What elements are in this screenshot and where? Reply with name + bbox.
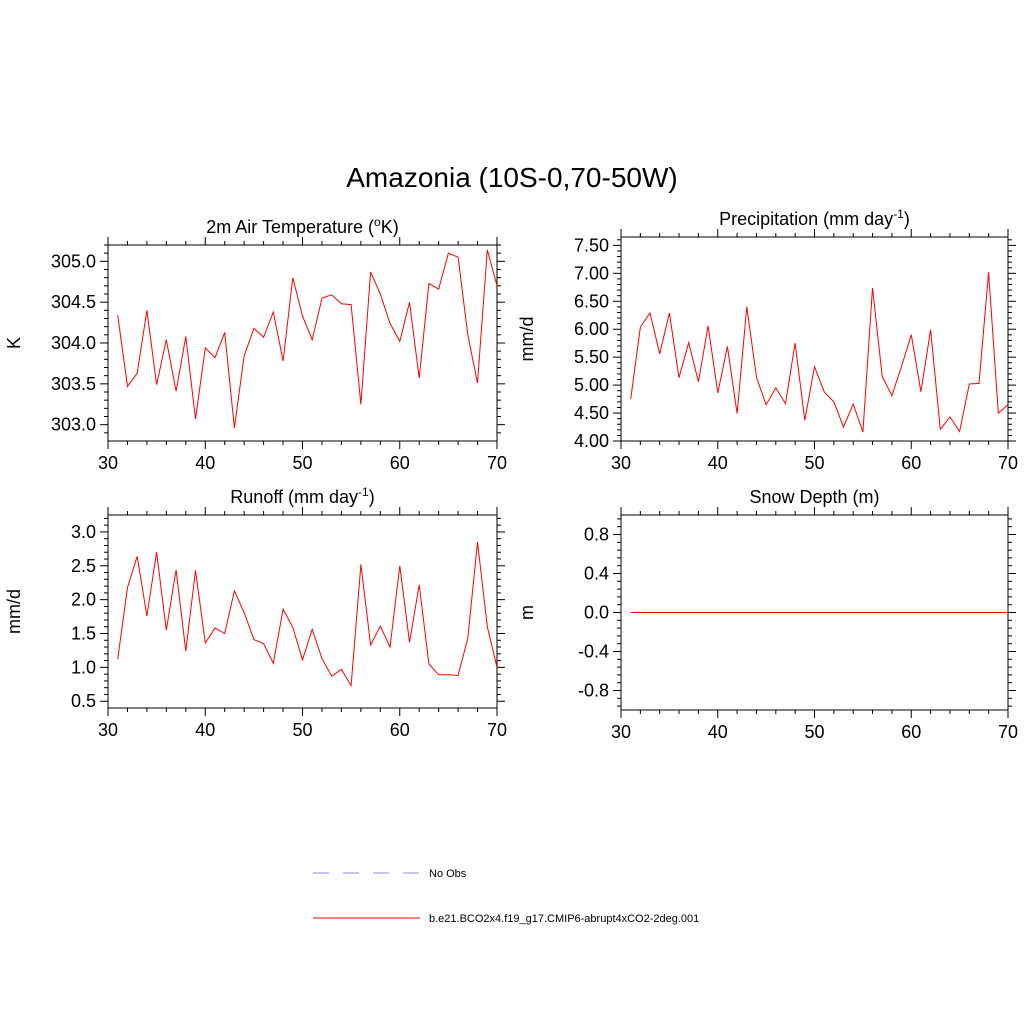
panel-title: 2m Air Temperature (oK) xyxy=(206,215,398,237)
x-tick-label: 60 xyxy=(390,453,410,473)
y-axis-label: m xyxy=(517,605,537,620)
panel-title: Runoff (mm day-1) xyxy=(230,485,374,507)
x-tick-label: 70 xyxy=(998,722,1018,742)
y-tick-label: 7.50 xyxy=(574,235,609,255)
y-tick-label: 0.8 xyxy=(584,525,609,545)
series-line xyxy=(117,249,498,428)
legend: No Obs b.e21.BCO2x4.f19_g17.CMIP6-abrupt… xyxy=(313,868,699,925)
y-tick-label: 1.0 xyxy=(71,657,96,677)
plot-frame xyxy=(620,236,1009,442)
y-tick-label: 305.0 xyxy=(51,251,96,271)
x-tick-label: 60 xyxy=(901,453,921,473)
y-tick-label: 304.5 xyxy=(51,292,96,312)
series-line xyxy=(630,272,1009,433)
panel-title: Snow Depth (m) xyxy=(749,487,879,507)
y-tick-label: 303.5 xyxy=(51,374,96,394)
panel-2: Precipitation (mm day-1) mm/d 30 40 50 60 70 4.… xyxy=(517,207,1018,473)
x-tick-label: 60 xyxy=(901,722,921,742)
y-tick-label: 4.50 xyxy=(574,403,609,423)
y-tick-label: 0.5 xyxy=(71,691,96,711)
x-tick-label: 70 xyxy=(487,720,507,740)
panel-3: Runoff (mm day-1) mm/d 30 40 50 60 70 0.5 1.0 1.5… xyxy=(4,485,507,740)
y-axis-label: mm/d xyxy=(4,589,24,634)
x-tick-label: 40 xyxy=(708,722,728,742)
x-tick-label: 40 xyxy=(195,720,215,740)
y-tick-label: 4.00 xyxy=(574,431,609,451)
x-tick-label: 60 xyxy=(390,720,410,740)
x-tick-label: 30 xyxy=(611,722,631,742)
y-tick-label: 6.50 xyxy=(574,291,609,311)
y-tick-label: 2.5 xyxy=(71,556,96,576)
plot-frame xyxy=(107,514,498,709)
series-line xyxy=(117,542,498,688)
legend-obs-label: No Obs xyxy=(429,868,467,880)
y-axis-label: K xyxy=(4,337,24,349)
y-tick-label: 7.00 xyxy=(574,263,609,283)
x-tick-label: 50 xyxy=(292,720,312,740)
y-tick-label: 0.4 xyxy=(584,564,609,584)
y-tick-label: 5.00 xyxy=(574,375,609,395)
x-tick-label: 40 xyxy=(195,453,215,473)
x-tick-label: 50 xyxy=(292,453,312,473)
y-tick-label: 5.50 xyxy=(574,347,609,367)
y-axis-label: mm/d xyxy=(517,317,537,362)
legend-model-label: b.e21.BCO2x4.f19_g17.CMIP6-abrupt4xCO2-2… xyxy=(429,913,699,925)
x-tick-label: 70 xyxy=(998,453,1018,473)
y-tick-label: -0.4 xyxy=(578,642,609,662)
y-tick-label: 1.5 xyxy=(71,624,96,644)
figure-title: Amazonia (10S-0,70-50W) xyxy=(346,162,678,193)
y-tick-label: 0.0 xyxy=(584,603,609,623)
x-tick-label: 40 xyxy=(708,453,728,473)
y-tick-label: 6.00 xyxy=(574,319,609,339)
x-tick-label: 30 xyxy=(98,720,118,740)
panel-4: Snow Depth (m) m 30 40 50 60 70 -0.8 -0.4 0.0 0.4 0… xyxy=(517,487,1018,742)
x-tick-label: 30 xyxy=(611,453,631,473)
panel-1: 2m Air Temperature (oK) K 30 40 50 60 70 303.0 3… xyxy=(4,215,507,473)
y-tick-label: 2.0 xyxy=(71,590,96,610)
plot-frame xyxy=(107,244,498,442)
y-tick-label: 304.0 xyxy=(51,333,96,353)
y-tick-label: 3.0 xyxy=(71,522,96,542)
y-tick-label: 303.0 xyxy=(51,415,96,435)
x-tick-label: 50 xyxy=(804,453,824,473)
x-tick-label: 70 xyxy=(487,453,507,473)
y-tick-label: -0.8 xyxy=(578,681,609,701)
panel-title: Precipitation (mm day-1) xyxy=(719,207,910,229)
x-tick-label: 30 xyxy=(98,453,118,473)
x-tick-label: 50 xyxy=(804,722,824,742)
